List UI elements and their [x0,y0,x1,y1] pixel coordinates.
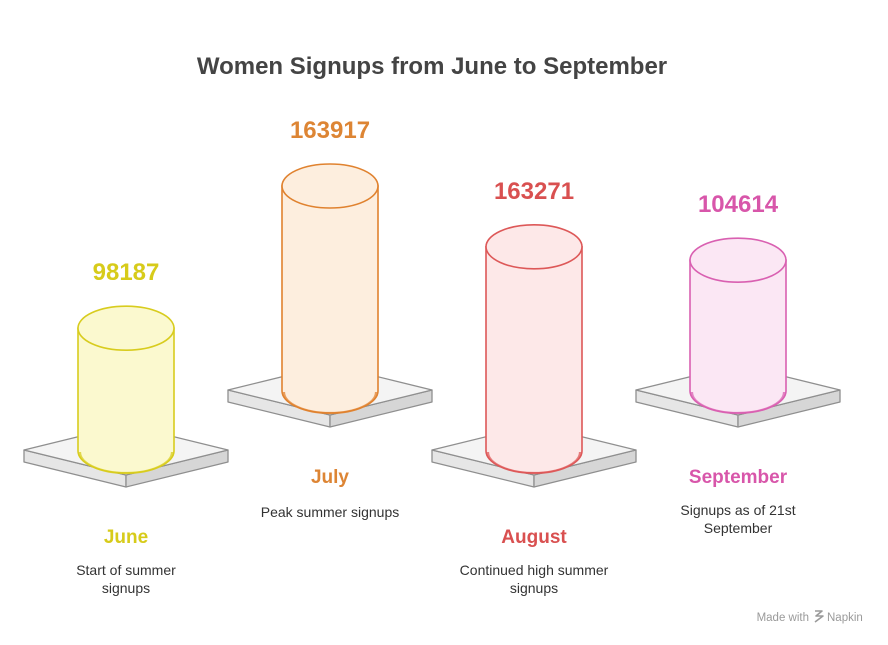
bar-group-july: 163917 July Peak summer signups [227,117,433,520]
description-september: September [704,520,773,536]
month-label-july: July [311,467,349,488]
bar-september [689,259,787,414]
chart-title: Women Signups from June to September [197,53,667,80]
bar-top-cap [485,224,583,270]
bar-july [281,185,379,414]
bar-august [485,246,583,474]
bar-base-rim [282,391,378,415]
bar-top-cap [281,163,379,209]
bar-base-rim [690,391,786,415]
bars: 98187 June Start of summer signups 163917 Jul… [23,117,841,596]
month-label-august: August [501,527,567,548]
value-label-july: 163917 [290,117,370,144]
bar-group-august: 163271 August Continued high summer signups [431,178,637,596]
value-label-september: 104614 [698,191,779,218]
bar-base-rim [486,451,582,475]
description-june: Start of summer [76,562,176,578]
value-label-june: 98187 [93,259,160,286]
bar-base-rim [78,451,174,475]
description-june: signups [102,580,150,596]
bar-group-september: 104614 September Signups as of 21st Septemb… [635,191,841,536]
bar-group-june: 98187 June Start of summer signups [23,259,229,596]
credit-brand: Napkin [827,612,863,624]
credit-prefix: Made with [757,612,809,624]
bar-top-cap [77,305,175,352]
description-august: Continued high summer [460,562,609,578]
month-label-june: June [104,527,148,548]
made-with-napkin-credit: Made with Napkin [757,610,863,624]
description-july: Peak summer signups [261,504,400,520]
napkin-logo-icon [814,610,824,623]
description-august: signups [510,580,558,596]
bar-top-cap [689,237,787,283]
description-september: Signups as of 21st [680,502,795,518]
value-label-august: 163271 [494,178,574,205]
month-label-september: September [689,467,788,488]
